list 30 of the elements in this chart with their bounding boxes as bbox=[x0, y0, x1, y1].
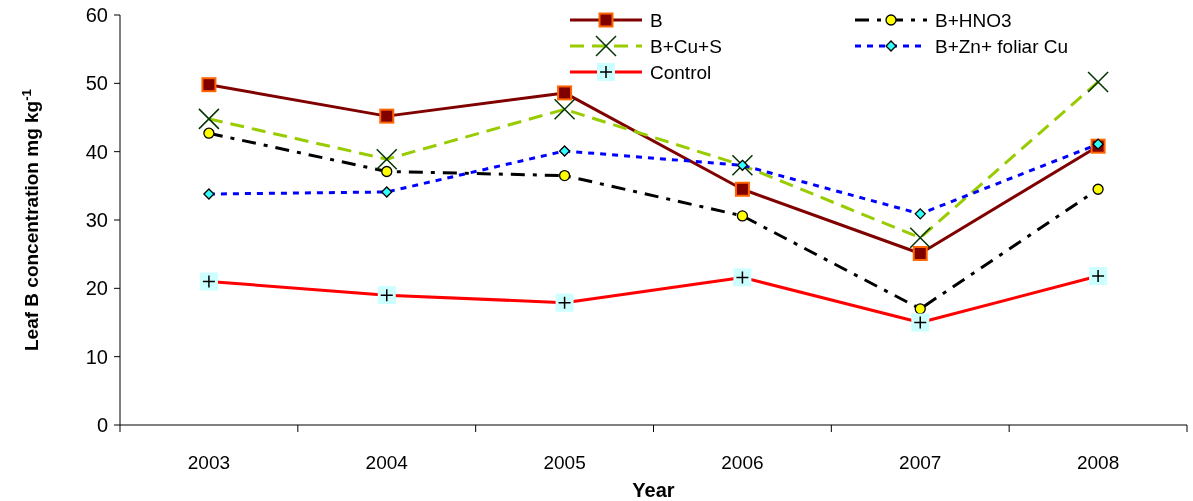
point bbox=[736, 210, 749, 222]
point bbox=[558, 169, 571, 182]
point bbox=[912, 245, 928, 261]
point bbox=[557, 85, 573, 101]
y-tick-label: 10 bbox=[85, 345, 108, 368]
point bbox=[734, 181, 750, 197]
legend-label: Control bbox=[650, 61, 712, 83]
y-tick-label: 20 bbox=[85, 277, 108, 300]
x-tick-label: 2008 bbox=[1076, 452, 1120, 473]
point bbox=[203, 127, 215, 139]
point bbox=[1092, 183, 1104, 195]
legend-label: B+HNO3 bbox=[935, 9, 1012, 31]
legend-label: B+Zn+ foliar Cu bbox=[935, 35, 1069, 57]
y-tick-label: 0 bbox=[96, 414, 108, 436]
y-tick-label: 40 bbox=[85, 140, 108, 163]
x-tick-label: 2007 bbox=[899, 452, 942, 473]
y-tick-label: 60 bbox=[85, 4, 108, 26]
x-tick-label: 2005 bbox=[543, 452, 586, 473]
y-tick-label: 30 bbox=[85, 209, 108, 231]
y-tick-label: 50 bbox=[85, 72, 108, 95]
point bbox=[201, 77, 217, 93]
point bbox=[914, 303, 926, 315]
x-axis-title: Year bbox=[632, 479, 675, 501]
x-tick-label: 2004 bbox=[365, 452, 409, 473]
x-tick-label: 2006 bbox=[721, 452, 764, 473]
legend-label: B+Cu+S bbox=[650, 35, 722, 57]
x-tick-label: 2003 bbox=[187, 452, 231, 473]
point bbox=[379, 108, 395, 124]
legend-label: B bbox=[650, 9, 663, 31]
point bbox=[381, 165, 393, 178]
